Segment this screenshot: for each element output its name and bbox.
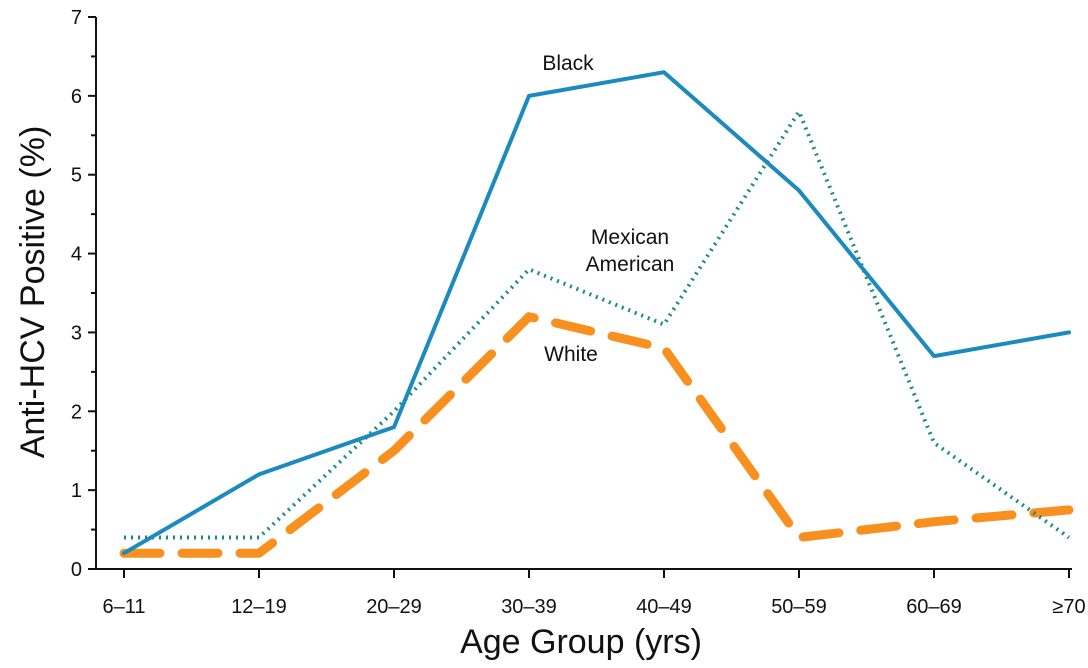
- y-tick-label: 6: [71, 86, 82, 108]
- y-tick-label: 2: [71, 401, 82, 423]
- x-tick-label: 30–39: [501, 596, 557, 618]
- x-tick-label: ≥70: [1052, 596, 1085, 618]
- series-label-mexican-american: Mexican American: [586, 226, 675, 276]
- labels-layer: 0 1 2 3 4 5 6 7 6–11 12–19 20–29 30–39 40–49 50–59 60–…: [71, 7, 1086, 618]
- series-label-line: American: [586, 253, 675, 276]
- x-tick-label: 12–19: [231, 596, 287, 618]
- series-label-black: Black: [542, 52, 594, 75]
- black-series-line: [122, 70, 1071, 556]
- y-tick-label: 0: [71, 559, 82, 581]
- x-tick-label: 40–49: [636, 596, 692, 618]
- series-label-line: Black: [542, 52, 594, 75]
- series-label-line: Mexican: [591, 226, 669, 249]
- ticks-layer: [88, 16, 1070, 578]
- series-layer: [119, 70, 1074, 558]
- y-tick-label: 5: [71, 165, 82, 187]
- series-label-line: White: [544, 343, 598, 366]
- x-tick-label: 60–69: [906, 596, 962, 618]
- x-tick-label: 50–59: [771, 596, 827, 618]
- series-label-white: White: [544, 343, 598, 366]
- x-tick-label: 20–29: [366, 596, 422, 618]
- y-tick-label: 7: [71, 7, 82, 29]
- y-tick-label: 3: [71, 322, 82, 344]
- y-tick-label: 4: [71, 244, 82, 266]
- y-tick-label: 1: [71, 480, 82, 502]
- mexican-american-series-line: [124, 109, 1071, 540]
- x-axis-title: Age Group (yrs): [460, 623, 702, 661]
- y-axis-title: Anti-HCV Positive (%): [14, 126, 52, 459]
- x-tick-label: 6–11: [102, 596, 145, 618]
